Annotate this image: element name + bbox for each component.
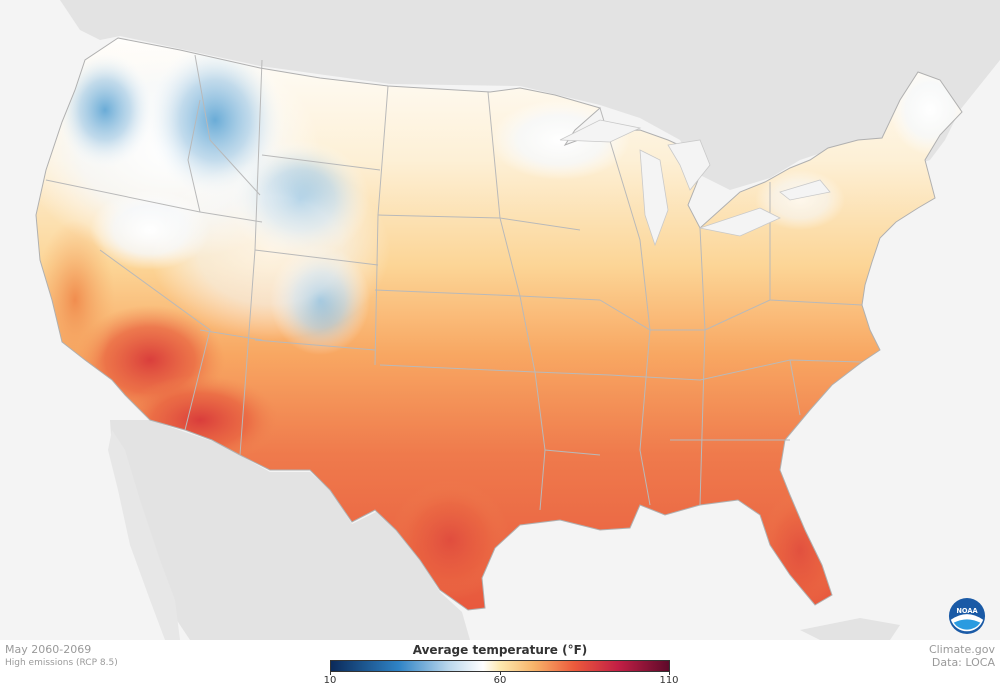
caption: May 2060-2069 High emissions (RCP 8.5) — [5, 643, 118, 669]
legend-tick-mark-mid — [500, 672, 501, 675]
data-credit: Data: LOCA — [931, 656, 995, 669]
mexico-land — [110, 420, 470, 640]
baja-land — [108, 430, 180, 640]
legend-title: Average temperature (°F) — [412, 643, 588, 657]
state-borders — [45, 54, 863, 511]
canada-land — [0, 0, 1000, 190]
legend-tick-max: 110 — [659, 675, 679, 686]
legend-tick-mark-max — [669, 672, 670, 675]
cuba-land — [800, 618, 900, 640]
temperature-map — [0, 0, 1000, 640]
footer: May 2060-2069 High emissions (RCP 8.5) A… — [0, 640, 1000, 690]
credits: Climate.gov Data: LOCA — [929, 643, 995, 669]
legend-color-bar — [330, 660, 670, 672]
newfoundland-land — [940, 10, 1000, 55]
noaa-logo: NOAA — [948, 597, 986, 635]
legend-tick-mid: 60 — [493, 675, 507, 686]
site-credit: Climate.gov — [928, 643, 995, 656]
legend-tick-mark-min — [330, 672, 331, 675]
legend-tick-min: 10 — [323, 675, 337, 686]
great-lakes — [559, 119, 831, 247]
emissions-scenario: High emissions (RCP 8.5) — [5, 658, 118, 668]
svg-text:NOAA: NOAA — [956, 607, 978, 615]
time-period: May 2060-2069 — [5, 643, 92, 656]
